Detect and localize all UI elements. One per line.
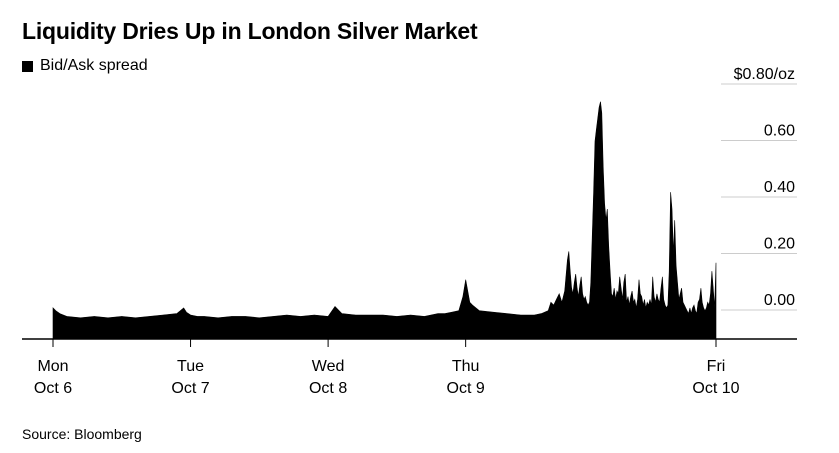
y-tick-label: $0.80/oz: [734, 66, 795, 83]
axis-layer: 0.00 0.20 0.40 0.60 $0.80/oz Mon Oct 6 Tue Oct 7…: [22, 66, 797, 397]
x-tick-day: Wed: [312, 358, 345, 375]
chart-legend: Bid/Ask spread: [22, 57, 148, 75]
series-area-bid-ask-spread: [52, 101, 717, 340]
legend-label: Bid/Ask spread: [40, 57, 148, 74]
x-tick-date: Oct 10: [692, 380, 739, 397]
area-layer: [52, 101, 717, 340]
y-tick-label: 0.60: [764, 123, 795, 140]
y-tick-label: 0.40: [764, 179, 795, 196]
grid-layer: [721, 83, 797, 311]
x-tick-day: Tue: [177, 358, 204, 375]
x-tick-date: Oct 7: [171, 380, 209, 397]
y-tick-label: 0.00: [764, 292, 795, 309]
chart-title: Liquidity Dries Up in London Silver Mark…: [22, 18, 478, 44]
x-tick-day: Fri: [707, 358, 726, 375]
source-note: Source: Bloomberg: [22, 426, 142, 442]
x-tick-day: Mon: [37, 358, 68, 375]
legend-swatch: [22, 60, 33, 72]
x-tick-date: Oct 6: [34, 380, 72, 397]
y-tick-label: 0.20: [764, 236, 795, 253]
x-tick-date: Oct 8: [309, 380, 347, 397]
x-tick-date: Oct 9: [447, 380, 485, 397]
x-tick-day: Thu: [452, 358, 480, 375]
